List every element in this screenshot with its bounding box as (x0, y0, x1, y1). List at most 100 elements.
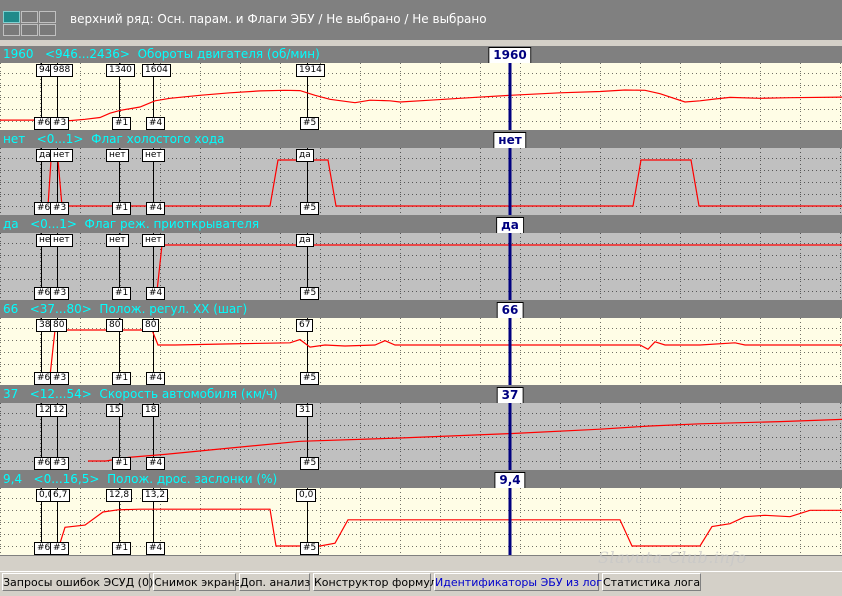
tab-extra-analysis[interactable]: Доп. анализ (239, 573, 310, 591)
marker-id-label[interactable]: #5 (300, 287, 320, 300)
marker-value-label: 1340 (106, 64, 135, 77)
plot-area[interactable]: 94 988 1340 1604 1914 #6 #3 #1 #4 #5 (0, 63, 842, 131)
strip-rpm: 1960 <946...2436> Обороты двигателя (об/… (0, 46, 842, 131)
watermark: Slavuta-Club.info (598, 548, 747, 567)
plot-svg (0, 488, 842, 556)
bottom-tab-bar: Запросы ошибок ЭСУД (0) Снимок экрана До… (0, 571, 842, 596)
top-bar: верхний ряд: Осн. парам. и Флаги ЭБУ / Н… (0, 0, 842, 40)
marker-id-label[interactable]: #1 (112, 372, 132, 385)
marker-id-label[interactable]: #4 (146, 457, 166, 470)
strip-header-label: 9,4 <0...16,5> Полож. дрос. заслонки (%) (3, 472, 278, 486)
layout-cell-icon (39, 11, 56, 23)
marker-value-label: нет (50, 234, 73, 247)
marker-value-label: 31 (296, 404, 314, 417)
marker-id-label[interactable]: #4 (146, 287, 166, 300)
marker-value-label: 988 (50, 64, 74, 77)
marker-value-label: 80 (142, 319, 160, 332)
tab-screenshot[interactable]: Снимок экрана (153, 573, 242, 591)
marker-value-label: 6,7 (50, 489, 71, 502)
marker-value-label: 18 (142, 404, 160, 417)
signal-trace (0, 89, 842, 122)
strip-opener: да <0...1> Флаг реж. приоткрывателя да нет… (0, 216, 842, 301)
cursor-value-label: 66 (496, 302, 524, 319)
marker-id-label[interactable]: #4 (146, 202, 166, 215)
marker-value-label: 80 (106, 319, 124, 332)
cursor-value-label: 37 (496, 387, 524, 404)
marker-value-label: нет (106, 234, 129, 247)
plot-svg (0, 233, 842, 301)
marker-id-label[interactable]: #3 (50, 287, 70, 300)
marker-value-label: 13,2 (142, 489, 169, 502)
tab-log-statistics[interactable]: Статистика лога (602, 573, 701, 591)
cursor-value-label: 1960 (488, 47, 532, 64)
strip-idle: нет <0...1> Флаг холостого хода нет да нет н… (0, 131, 842, 216)
marker-id-label[interactable]: #1 (112, 202, 132, 215)
layout-cell-icon (3, 11, 20, 23)
strip-header[interactable]: нет <0...1> Флаг холостого хода (0, 131, 842, 148)
layout-cell-icon (3, 24, 20, 36)
marker-id-label[interactable]: #4 (146, 117, 166, 130)
tab-formula-builder[interactable]: Конструктор формул (313, 573, 437, 591)
cursor-value-label: нет (493, 132, 527, 149)
marker-id-label[interactable]: #5 (300, 457, 320, 470)
strip-header[interactable]: 66 <37...80> Полож. регул. ХХ (шаг) (0, 301, 842, 318)
strip-header[interactable]: 9,4 <0...16,5> Полож. дрос. заслонки (%) (0, 471, 842, 488)
marker-id-label[interactable]: #5 (300, 202, 320, 215)
marker-value-label: 80 (50, 319, 68, 332)
marker-value-label: 12 (50, 404, 68, 417)
layout-grid-button[interactable] (3, 11, 58, 37)
cursor-value-label: 9,4 (494, 472, 526, 489)
marker-id-label[interactable]: #5 (300, 117, 320, 130)
strip-iac: 66 <37...80> Полож. регул. ХХ (шаг) 66 38 8… (0, 301, 842, 386)
marker-id-label[interactable]: #1 (112, 117, 132, 130)
marker-id-label[interactable]: #6 (34, 287, 54, 300)
strip-header-label: 66 <37...80> Полож. регул. ХХ (шаг) (3, 302, 248, 316)
layout-cell-icon (21, 11, 38, 23)
marker-value-label: 12,8 (106, 489, 133, 502)
row-selection-title: верхний ряд: Осн. парам. и Флаги ЭБУ / Н… (70, 12, 487, 26)
marker-id-label[interactable]: #3 (50, 372, 70, 385)
strip-header-label: 37 <12...54> Скорость автомобиля (км/ч) (3, 387, 278, 401)
marker-value-label: 94 (36, 64, 54, 77)
plot-area[interactable]: нет нет нет нет да #6 #3 #1 #4 #5 (0, 233, 842, 301)
marker-value-label: да (296, 149, 314, 162)
plot-svg (0, 403, 842, 471)
marker-value-label: 67 (296, 319, 314, 332)
tab-ecu-error-requests[interactable]: Запросы ошибок ЭСУД (0) (2, 573, 153, 591)
plot-area[interactable]: 38 80 80 80 67 #6 #3 #1 #4 #5 (0, 318, 842, 386)
marker-id-label[interactable]: #5 (300, 372, 320, 385)
marker-value-label: нет (142, 149, 165, 162)
marker-value-label: нет (142, 234, 165, 247)
marker-id-label[interactable]: #3 (50, 202, 70, 215)
marker-id-label[interactable]: #1 (112, 542, 132, 555)
strip-throttle: 9,4 <0...16,5> Полож. дрос. заслонки (%)… (0, 471, 842, 556)
marker-id-label[interactable]: #1 (112, 287, 132, 300)
marker-id-label[interactable]: #3 (50, 117, 70, 130)
marker-id-label[interactable]: #5 (300, 542, 320, 555)
signal-trace (49, 508, 842, 547)
marker-value-label: 1914 (296, 64, 325, 77)
plot-area[interactable]: 12 12 15 18 31 #6 #3 #1 #4 #5 (0, 403, 842, 471)
strip-header[interactable]: да <0...1> Флаг реж. приоткрывателя (0, 216, 842, 233)
strip-header[interactable]: 37 <12...54> Скорость автомобиля (км/ч) (0, 386, 842, 403)
layout-cell-icon (21, 24, 38, 36)
marker-id-label[interactable]: #6 (34, 542, 54, 555)
marker-value-label: 15 (106, 404, 124, 417)
marker-id-label[interactable]: #3 (50, 542, 70, 555)
plot-svg (0, 63, 842, 131)
marker-value-label: 0,0 (296, 489, 317, 502)
layout-cell-icon (39, 24, 56, 36)
strip-header-label: да <0...1> Флаг реж. приоткрывателя (3, 217, 260, 231)
strip-header[interactable]: 1960 <946...2436> Обороты двигателя (об/… (0, 46, 842, 63)
marker-id-label[interactable]: #6 (34, 117, 54, 130)
marker-value-label: нет (106, 149, 129, 162)
plot-area[interactable]: да нет нет нет да #6 #3 #1 #4 #5 (0, 148, 842, 216)
marker-id-label[interactable]: #4 (146, 372, 166, 385)
marker-id-label[interactable]: #1 (112, 457, 132, 470)
marker-id-label[interactable]: #4 (146, 542, 166, 555)
signal-trace (36, 329, 842, 377)
tab-ecu-identifiers[interactable]: Идентификаторы ЭБУ из лога (434, 573, 609, 591)
marker-id-label[interactable]: #3 (50, 457, 70, 470)
plot-area[interactable]: 0,0 6,7 12,8 13,2 0,0 #6 #3 #1 #4 #5 (0, 488, 842, 556)
